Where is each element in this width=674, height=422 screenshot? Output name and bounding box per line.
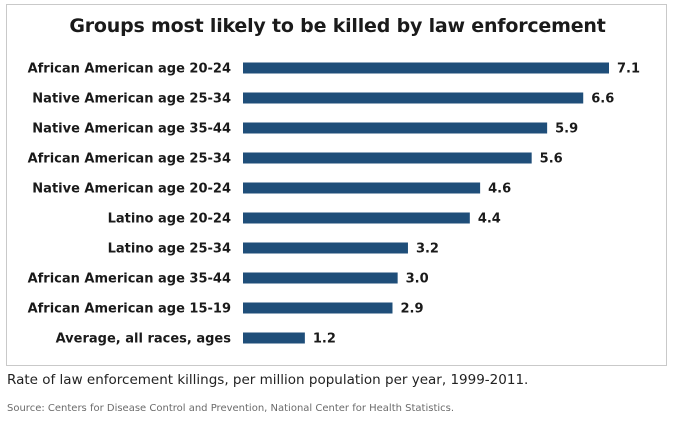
bar bbox=[243, 242, 408, 254]
value-label: 5.9 bbox=[555, 122, 578, 137]
category-label: African American age 25-34 bbox=[28, 152, 231, 167]
category-label: Native American age 35-44 bbox=[32, 122, 231, 137]
chart-frame: Groups most likely to be killed by law e… bbox=[6, 4, 667, 366]
value-label: 1.2 bbox=[313, 332, 336, 347]
bar bbox=[243, 182, 481, 194]
bar bbox=[243, 92, 584, 104]
bar bbox=[243, 122, 548, 134]
value-label: 6.6 bbox=[591, 92, 614, 107]
category-label: Average, all races, ages bbox=[56, 332, 232, 347]
category-label: Native American age 25-34 bbox=[32, 92, 231, 107]
category-label: African American age 35-44 bbox=[28, 272, 231, 287]
value-label: 7.1 bbox=[617, 62, 640, 77]
bar bbox=[243, 152, 532, 164]
value-label: 4.4 bbox=[478, 212, 501, 227]
category-label: African American age 20-24 bbox=[28, 62, 231, 77]
chart-caption: Rate of law enforcement killings, per mi… bbox=[7, 372, 529, 388]
bar bbox=[243, 272, 398, 284]
bar bbox=[243, 332, 305, 344]
bar bbox=[243, 302, 393, 314]
category-label: Latino age 20-24 bbox=[108, 212, 231, 227]
bar bbox=[243, 62, 609, 74]
bar bbox=[243, 212, 470, 224]
category-label: African American age 15-19 bbox=[28, 302, 231, 317]
chart-title: Groups most likely to be killed by law e… bbox=[69, 15, 606, 37]
value-label: 4.6 bbox=[488, 182, 511, 197]
source-note: Source: Centers for Disease Control and … bbox=[7, 403, 455, 414]
value-label: 3.2 bbox=[416, 242, 439, 257]
value-label: 3.0 bbox=[406, 272, 429, 287]
value-label: 2.9 bbox=[400, 302, 423, 317]
category-label: Latino age 25-34 bbox=[108, 242, 231, 257]
category-label: Native American age 20-24 bbox=[32, 182, 231, 197]
value-label: 5.6 bbox=[540, 152, 563, 167]
bar-chart: African American age 20-24 7.1 Native Amer… bbox=[28, 62, 640, 347]
